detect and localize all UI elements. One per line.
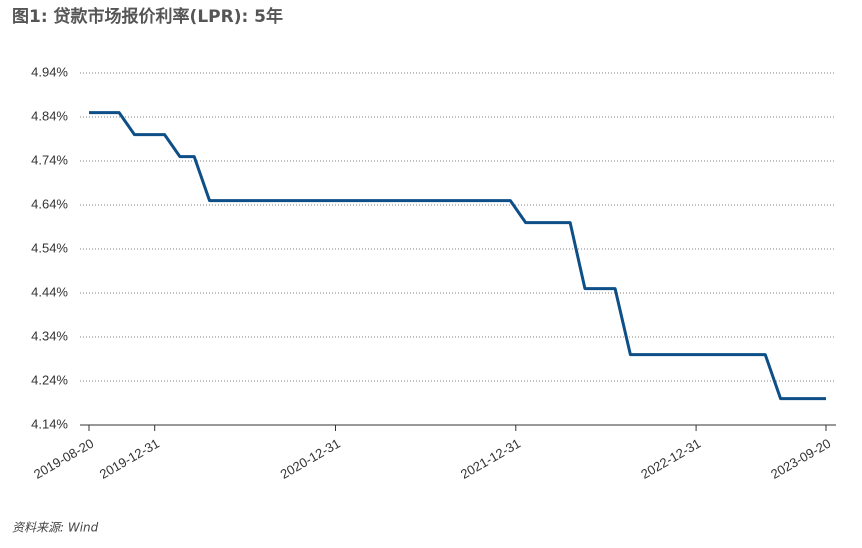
x-tick-label: 2021-12-31 bbox=[458, 436, 523, 482]
x-tick-label: 2019-08-20 bbox=[31, 436, 96, 482]
chart-title: 图1: 贷款市场报价利率(LPR): 5年 bbox=[12, 6, 283, 27]
y-tick-label: 4.74% bbox=[31, 152, 68, 167]
x-tick-label: 2023-09-20 bbox=[768, 436, 833, 482]
source-note: 资料来源: Wind bbox=[12, 521, 99, 535]
y-tick-label: 4.24% bbox=[31, 372, 68, 387]
x-tick-label: 2019-12-31 bbox=[97, 436, 162, 482]
y-tick-label: 4.54% bbox=[31, 240, 68, 255]
y-tick-label: 4.14% bbox=[31, 416, 68, 431]
x-tick-label: 2020-12-31 bbox=[278, 436, 343, 482]
y-tick-label: 4.84% bbox=[31, 108, 68, 123]
y-tick-label: 4.44% bbox=[31, 284, 68, 299]
y-tick-label: 4.94% bbox=[31, 64, 68, 79]
y-tick-label: 4.64% bbox=[31, 196, 68, 211]
y-tick-label: 4.34% bbox=[31, 328, 68, 343]
x-tick-label: 2022-12-31 bbox=[638, 436, 703, 482]
line-series bbox=[89, 111, 826, 401]
